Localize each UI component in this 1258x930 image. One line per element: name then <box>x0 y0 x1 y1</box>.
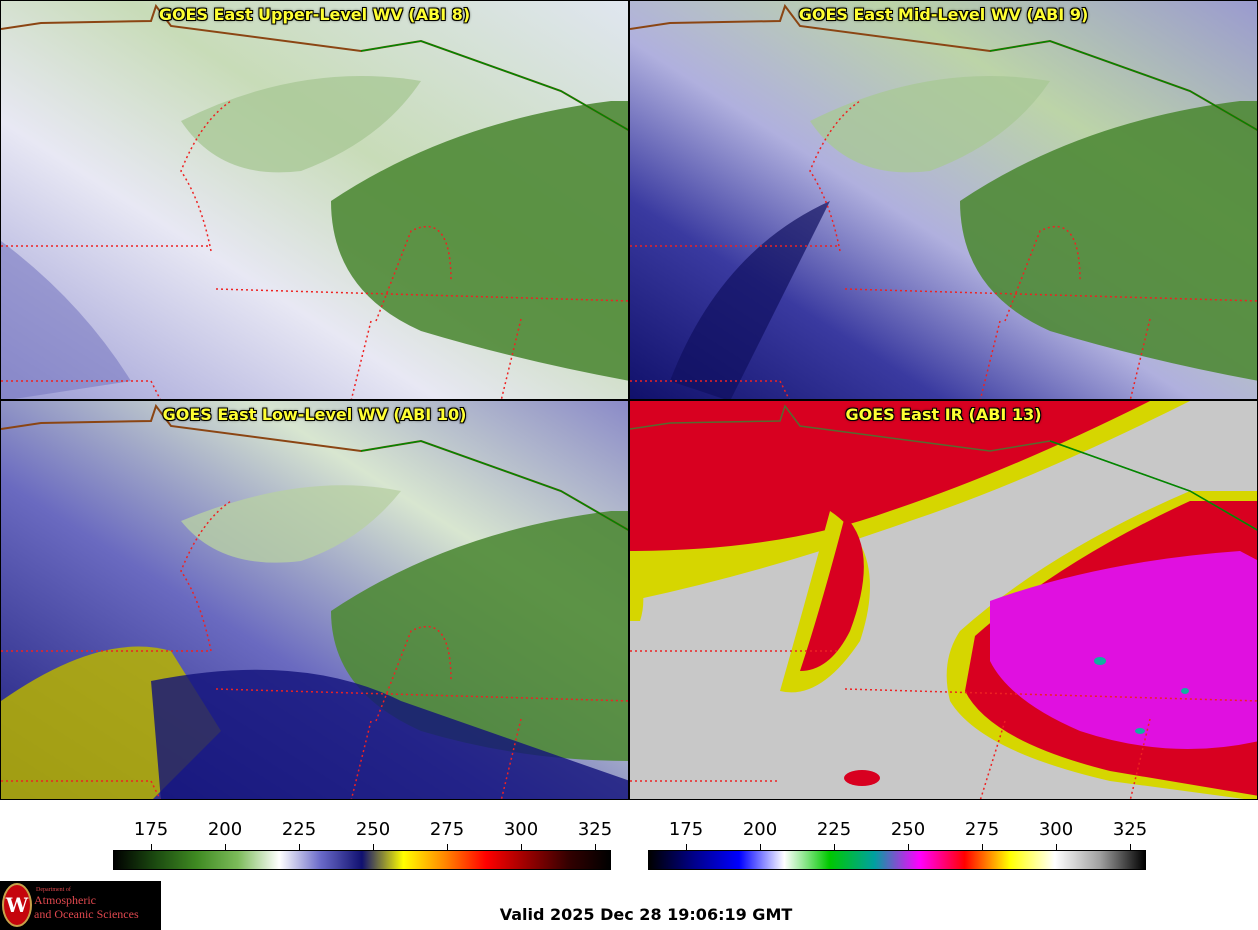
tick-label: 275 <box>964 819 1000 840</box>
uw-seal-icon: W <box>2 883 32 927</box>
tick-label: 225 <box>281 819 317 840</box>
valid-time: Valid 2025 Dec 28 19:06:19 GMT <box>499 905 793 924</box>
panel-upper-level-wv: GOES East Upper-Level WV (ABI 8) <box>0 0 629 400</box>
tick-mark <box>908 844 909 850</box>
tick-mark <box>686 844 687 850</box>
tick-label: 250 <box>355 819 391 840</box>
panel-mid-level-wv: GOES East Mid-Level WV (ABI 9) <box>629 0 1258 400</box>
logo-line-atmospheric: Atmospheric <box>34 893 96 907</box>
tick-label: 175 <box>133 819 169 840</box>
tick-mark <box>1130 844 1131 850</box>
logo-line-oceanic: and Oceanic Sciences <box>34 907 139 921</box>
upper-wv-image <box>1 1 628 399</box>
tick-mark <box>447 844 448 850</box>
tick-label: 225 <box>816 819 852 840</box>
logo-department-text: Department of <box>36 887 71 893</box>
tick-label: 250 <box>890 819 926 840</box>
tick-mark <box>225 844 226 850</box>
aos-logo: W Department of Atmospheric and Oceanic … <box>0 881 161 930</box>
tick-label: 300 <box>1038 819 1074 840</box>
tick-mark <box>521 844 522 850</box>
tick-mark <box>982 844 983 850</box>
panel-title: GOES East Low-Level WV (ABI 10) <box>162 405 467 424</box>
tick-mark <box>595 844 596 850</box>
tick-label: 300 <box>503 819 539 840</box>
tick-label: 275 <box>429 819 465 840</box>
tick-label: 325 <box>577 819 613 840</box>
tick-mark <box>1056 844 1057 850</box>
panel-ir: GOES East IR (ABI 13) <box>629 400 1258 800</box>
tick-mark <box>834 844 835 850</box>
tick-mark <box>151 844 152 850</box>
tick-label: 175 <box>668 819 704 840</box>
panel-title: GOES East Mid-Level WV (ABI 9) <box>798 5 1089 24</box>
panel-title: GOES East Upper-Level WV (ABI 8) <box>158 5 471 24</box>
tick-mark <box>760 844 761 850</box>
tick-mark <box>373 844 374 850</box>
tick-label: 200 <box>742 819 778 840</box>
ir-image <box>630 401 1257 799</box>
panel-low-level-wv: GOES East Low-Level WV (ABI 10) <box>0 400 629 800</box>
panel-title: GOES East IR (ABI 13) <box>845 405 1042 424</box>
colorbar-infrared <box>648 850 1146 870</box>
tick-label: 200 <box>207 819 243 840</box>
low-wv-image <box>1 401 628 799</box>
tick-mark <box>299 844 300 850</box>
mid-wv-image <box>630 1 1257 399</box>
tick-label: 325 <box>1112 819 1148 840</box>
colorbar-water-vapor <box>113 850 611 870</box>
